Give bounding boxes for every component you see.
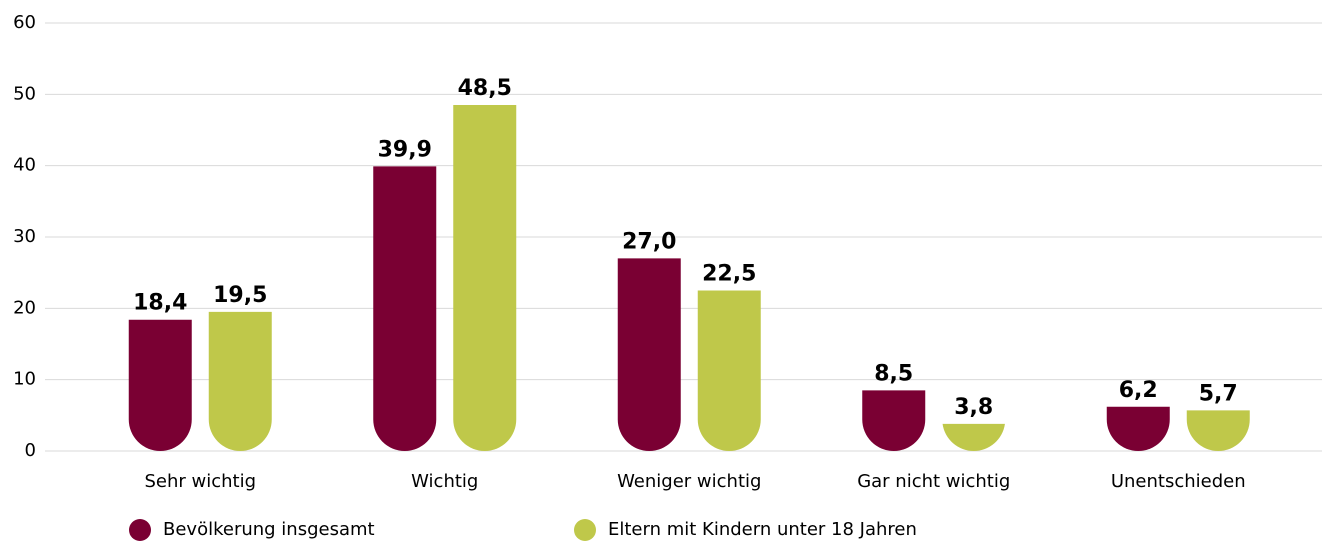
bar bbox=[942, 423, 1005, 452]
value-label: 5,7 bbox=[1199, 381, 1238, 406]
value-label: 19,5 bbox=[213, 283, 267, 308]
value-label: 27,0 bbox=[622, 229, 676, 254]
x-tick-label: Sehr wichtig bbox=[144, 471, 256, 492]
y-tick-label: 50 bbox=[13, 83, 36, 104]
y-tick-label: 10 bbox=[13, 369, 36, 390]
bar bbox=[128, 319, 192, 452]
x-tick-label: Unentschieden bbox=[1111, 471, 1246, 492]
bar bbox=[208, 311, 272, 452]
bar bbox=[862, 390, 926, 452]
y-tick-label: 30 bbox=[13, 226, 36, 247]
value-label: 18,4 bbox=[133, 291, 187, 316]
y-tick-label: 0 bbox=[25, 440, 36, 461]
value-label: 48,5 bbox=[458, 76, 512, 101]
value-label: 6,2 bbox=[1119, 378, 1158, 403]
y-tick-label: 60 bbox=[13, 12, 36, 33]
y-tick-label: 20 bbox=[13, 297, 36, 318]
bar bbox=[453, 105, 517, 452]
legend-swatch bbox=[129, 519, 151, 541]
y-tick-label: 40 bbox=[13, 155, 36, 176]
value-label: 39,9 bbox=[378, 137, 432, 162]
legend-label: Bevölkerung insgesamt bbox=[163, 519, 375, 540]
x-tick-label: Wichtig bbox=[411, 471, 478, 492]
legend-label: Eltern mit Kindern unter 18 Jahren bbox=[608, 519, 917, 540]
value-label: 3,8 bbox=[954, 395, 993, 420]
x-tick-label: Gar nicht wichtig bbox=[857, 471, 1010, 492]
bar bbox=[617, 258, 681, 452]
bar bbox=[1186, 410, 1250, 452]
value-label: 8,5 bbox=[874, 361, 913, 386]
bar bbox=[697, 290, 761, 452]
value-label: 22,5 bbox=[702, 262, 756, 287]
legend-swatch bbox=[574, 519, 596, 541]
bar bbox=[373, 166, 437, 452]
bar bbox=[1106, 406, 1170, 452]
x-tick-label: Weniger wichtig bbox=[617, 471, 761, 492]
